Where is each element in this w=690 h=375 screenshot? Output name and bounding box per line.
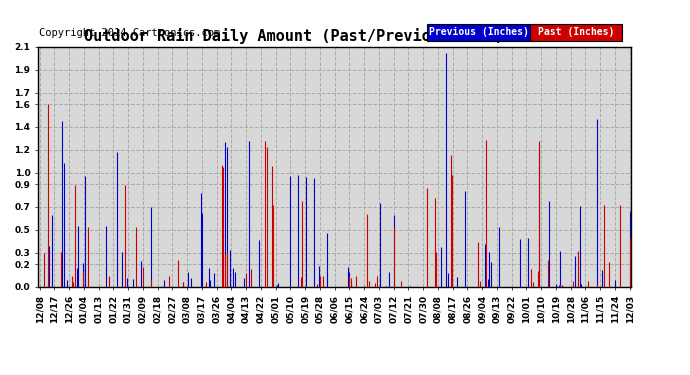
Title: Outdoor Rain Daily Amount (Past/Previous Year) 20141208: Outdoor Rain Daily Amount (Past/Previous…: [83, 28, 586, 44]
Text: Past (Inches): Past (Inches): [538, 27, 615, 38]
FancyBboxPatch shape: [531, 24, 622, 41]
Text: Previous (Inches): Previous (Inches): [428, 27, 529, 38]
FancyBboxPatch shape: [426, 24, 531, 41]
Text: Copyright 2014 Cartronics.com: Copyright 2014 Cartronics.com: [39, 28, 220, 39]
